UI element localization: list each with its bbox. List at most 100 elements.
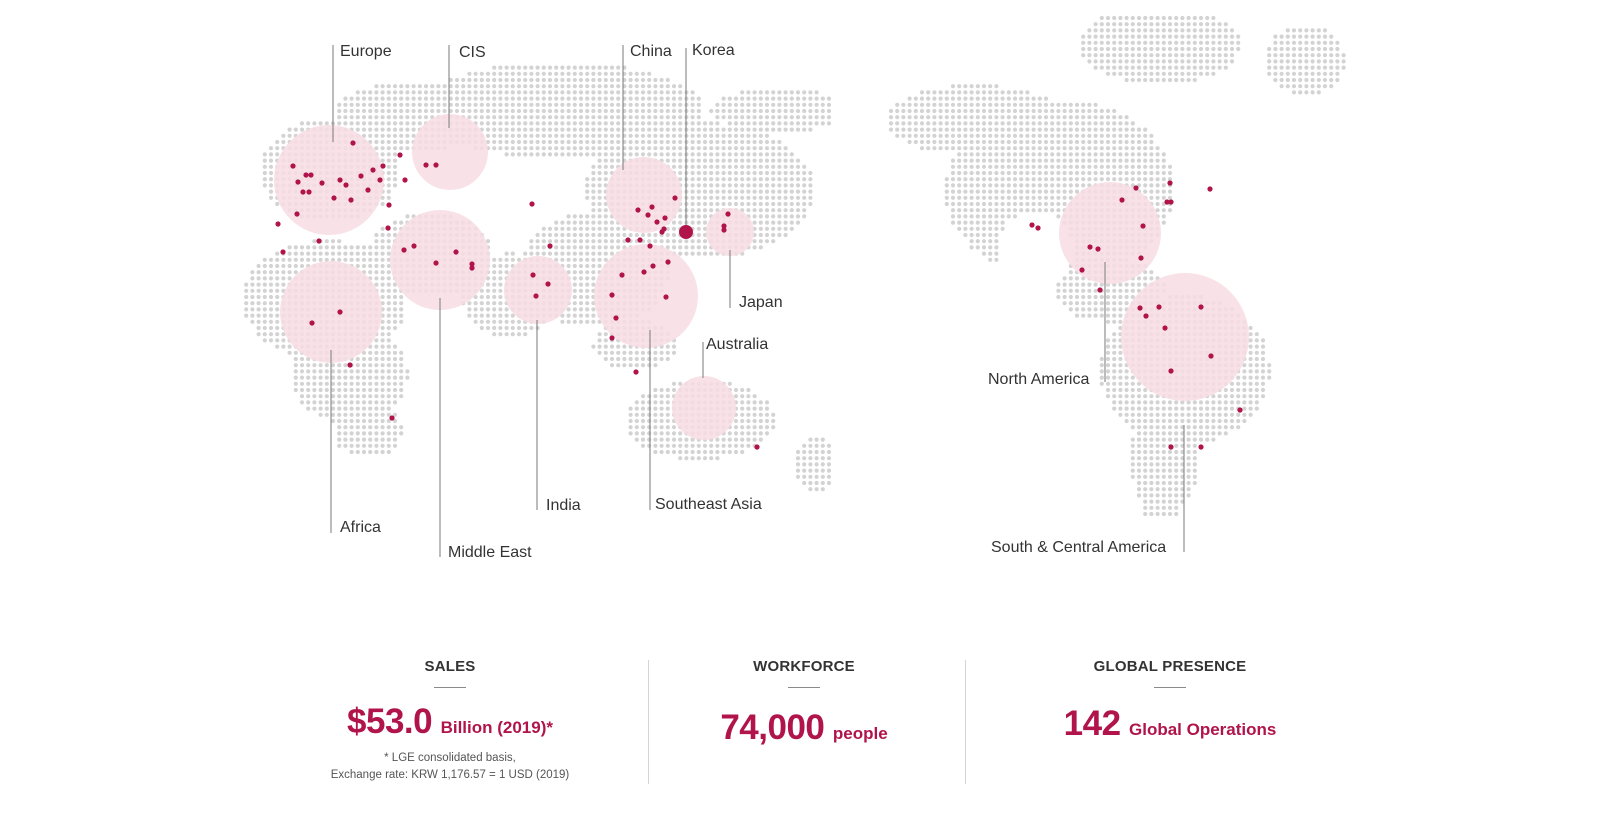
land-dot — [975, 245, 980, 250]
land-dot — [1130, 406, 1135, 411]
land-dot — [1310, 71, 1315, 76]
land-dot — [349, 400, 354, 405]
land-dot — [1124, 15, 1129, 21]
land-dot — [312, 387, 317, 393]
land-dot — [709, 158, 714, 163]
land-dot — [1186, 15, 1191, 21]
land-dot — [746, 177, 751, 182]
land-dot — [795, 164, 801, 169]
land-dot — [1043, 152, 1049, 157]
land-dot — [1273, 53, 1278, 58]
land-dot — [368, 108, 373, 114]
land-dot — [1167, 59, 1173, 64]
land-dot — [374, 363, 379, 368]
land-dot — [597, 245, 602, 250]
land-dot — [1143, 40, 1148, 45]
land-dot — [262, 183, 267, 188]
land-dot — [1019, 115, 1024, 120]
land-dot — [1223, 34, 1228, 39]
land-dot — [1291, 59, 1297, 64]
land-dot — [727, 96, 732, 101]
land-dot — [709, 139, 714, 145]
land-dot — [1285, 65, 1290, 70]
land-dot — [349, 251, 354, 256]
land-dot — [702, 121, 708, 126]
land-dot — [585, 146, 590, 151]
land-dot — [268, 332, 274, 337]
land-dot — [1006, 164, 1011, 169]
land-dot — [628, 350, 633, 355]
land-dot — [1143, 22, 1148, 27]
land-dot — [535, 325, 540, 331]
land-dot — [597, 214, 602, 219]
land-dot — [275, 288, 280, 293]
land-dot — [919, 90, 925, 95]
land-dot — [337, 412, 342, 417]
land-dot — [578, 282, 584, 287]
land-dot — [1043, 189, 1049, 194]
land-dot — [597, 232, 602, 238]
land-dot — [386, 257, 391, 262]
land-dot — [653, 387, 658, 393]
land-dot — [653, 350, 658, 355]
land-dot — [678, 251, 683, 256]
land-dot — [374, 412, 379, 417]
land-dot — [1161, 195, 1166, 200]
land-dot — [994, 189, 999, 194]
land-dot — [256, 313, 261, 318]
land-dot — [1019, 102, 1024, 107]
land-dot — [752, 90, 757, 95]
land-dot — [256, 332, 261, 337]
land-dot — [721, 139, 726, 145]
land-dot — [981, 183, 987, 188]
land-dot — [256, 307, 261, 312]
land-dot — [690, 108, 695, 114]
land-dot — [1223, 59, 1228, 64]
land-dot — [913, 127, 918, 132]
land-dot — [461, 77, 466, 83]
land-dot — [926, 139, 931, 145]
land-dot — [355, 108, 360, 114]
land-dot — [1105, 108, 1111, 114]
land-dot — [535, 232, 540, 238]
land-dot — [492, 270, 497, 275]
land-dot — [529, 152, 534, 157]
land-dot — [547, 133, 553, 138]
land-dot — [361, 394, 367, 399]
land-dot — [293, 350, 298, 355]
land-dot — [771, 201, 776, 207]
land-dot — [1031, 208, 1036, 213]
land-dot — [1043, 108, 1049, 114]
land-dot — [585, 133, 590, 138]
land-dot — [572, 288, 577, 293]
land-dot — [392, 307, 398, 312]
land-dot — [963, 152, 968, 157]
land-dot — [343, 121, 348, 126]
land-dot — [1298, 65, 1303, 70]
land-dot — [1099, 307, 1104, 312]
land-dot — [1143, 406, 1148, 411]
land-dot — [405, 115, 410, 120]
land-dot — [1087, 108, 1092, 114]
land-dot — [994, 146, 999, 151]
land-dot — [1198, 412, 1204, 417]
land-dot — [1174, 406, 1179, 411]
land-dot — [1050, 108, 1055, 114]
land-dot — [1260, 369, 1266, 374]
land-dot — [293, 251, 298, 256]
land-dot — [1087, 164, 1092, 169]
land-dot — [504, 102, 509, 107]
land-dot — [423, 96, 429, 101]
land-dot — [1105, 115, 1111, 120]
land-dot — [275, 201, 280, 207]
land-dot — [764, 214, 770, 219]
land-dot — [572, 77, 577, 83]
land-dot — [1031, 102, 1036, 107]
land-dot — [306, 381, 311, 386]
land-dot — [392, 84, 398, 89]
land-dot — [1285, 84, 1290, 89]
land-dot — [318, 363, 323, 368]
land-dot — [597, 177, 602, 182]
land-dot — [671, 90, 677, 95]
land-dot — [957, 152, 962, 157]
